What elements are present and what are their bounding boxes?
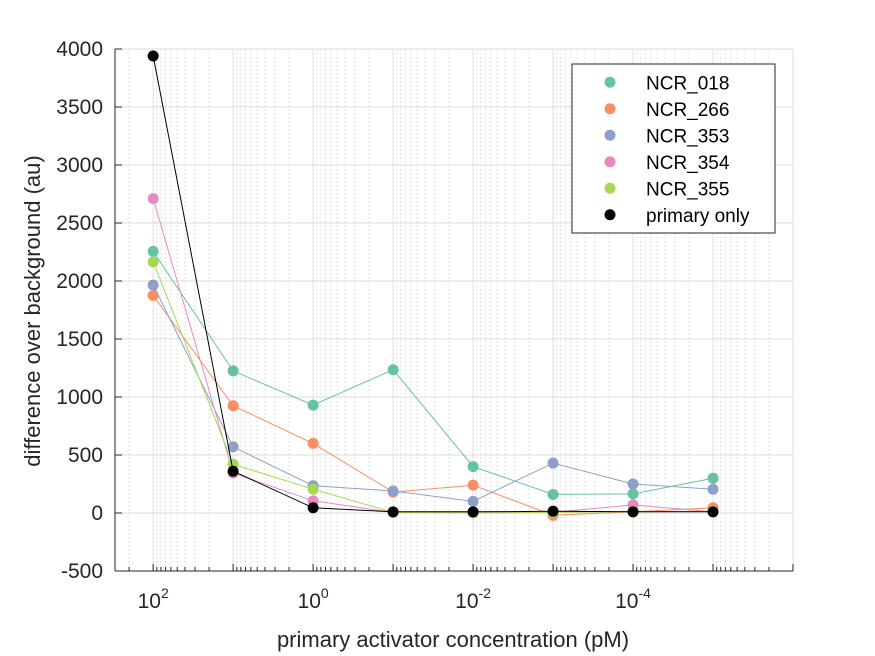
data-point — [707, 506, 719, 518]
data-point — [387, 506, 399, 518]
data-point — [627, 478, 639, 490]
y-tick-label: 4000 — [56, 38, 103, 61]
data-point — [547, 505, 559, 517]
data-point — [147, 50, 159, 62]
series-line — [152, 284, 714, 502]
data-point — [227, 400, 239, 412]
legend-label: NCR_018 — [646, 73, 729, 94]
data-point — [147, 256, 159, 268]
data-point — [227, 365, 239, 377]
data-point — [467, 495, 479, 507]
x-tick-label: 10-2 — [455, 585, 491, 613]
data-point — [147, 279, 159, 291]
legend-label: NCR_354 — [646, 153, 730, 174]
y-axis-label: difference over background (au) — [20, 155, 45, 466]
axes: -500 0 500 1000 1500 2000 2500 3000 3500 4000 102 1… — [56, 38, 794, 613]
series-primary only — [147, 50, 719, 518]
legend-label: primary only — [646, 206, 750, 227]
x-tick-label: 10-4 — [615, 585, 651, 613]
legend-marker — [604, 156, 616, 168]
legend-marker — [604, 103, 616, 115]
x-tick-label: 102 — [138, 585, 169, 613]
legend-marker — [604, 182, 616, 194]
data-point — [147, 245, 159, 257]
data-point — [627, 488, 639, 500]
y-tick-label: -500 — [61, 560, 103, 583]
legend-box — [571, 63, 776, 234]
y-tick-label: 0 — [91, 502, 103, 525]
y-tick-label: 3000 — [56, 154, 103, 177]
legend-entry: NCR_353 — [604, 126, 729, 147]
legend-entry: primary only — [604, 206, 750, 227]
data-point — [227, 441, 239, 453]
y-tick-label: 1000 — [56, 386, 103, 409]
data-point — [627, 506, 639, 518]
legend-label: NCR_353 — [646, 126, 729, 147]
data-point — [307, 437, 319, 449]
legend-entry: NCR_354 — [604, 153, 730, 174]
legend-entry: NCR_018 — [604, 73, 729, 94]
legend-label: NCR_355 — [646, 179, 729, 200]
data-point — [147, 193, 159, 205]
data-point — [147, 290, 159, 301]
series-line — [152, 55, 713, 513]
y-tick-label: 1500 — [56, 328, 103, 351]
data-point — [467, 479, 479, 491]
data-point — [547, 488, 559, 500]
y-tick-label: 3500 — [56, 96, 103, 119]
data-point — [707, 472, 719, 484]
data-point — [307, 502, 319, 514]
y-tick-label: 2500 — [56, 212, 103, 235]
data-point — [547, 457, 559, 469]
data-point — [467, 461, 479, 473]
series-line — [152, 251, 714, 495]
data-point — [387, 485, 399, 497]
y-tick-label: 500 — [68, 444, 103, 467]
series-NCR_353 — [147, 279, 719, 507]
legend-marker — [604, 209, 616, 221]
legend-label: NCR_266 — [646, 100, 729, 121]
legend-marker — [604, 129, 616, 141]
x-axis-label: primary activator concentration (pM) — [277, 627, 629, 652]
series-layer — [147, 50, 719, 521]
data-point — [387, 364, 399, 376]
legend-marker — [604, 76, 616, 88]
data-point — [707, 483, 719, 495]
x-tick-label: 100 — [298, 585, 329, 613]
legend: NCR_018 NCR_266 NCR_353 NCR_354 NCR_355prima… — [571, 63, 776, 234]
data-point — [307, 399, 319, 411]
legend-entry: NCR_266 — [604, 100, 729, 121]
legend-entry: NCR_355 — [604, 179, 729, 200]
data-point — [467, 506, 479, 518]
series-NCR_018 — [147, 245, 719, 500]
y-tick-label: 2000 — [56, 270, 103, 293]
data-point — [227, 465, 239, 477]
data-point — [307, 483, 319, 495]
